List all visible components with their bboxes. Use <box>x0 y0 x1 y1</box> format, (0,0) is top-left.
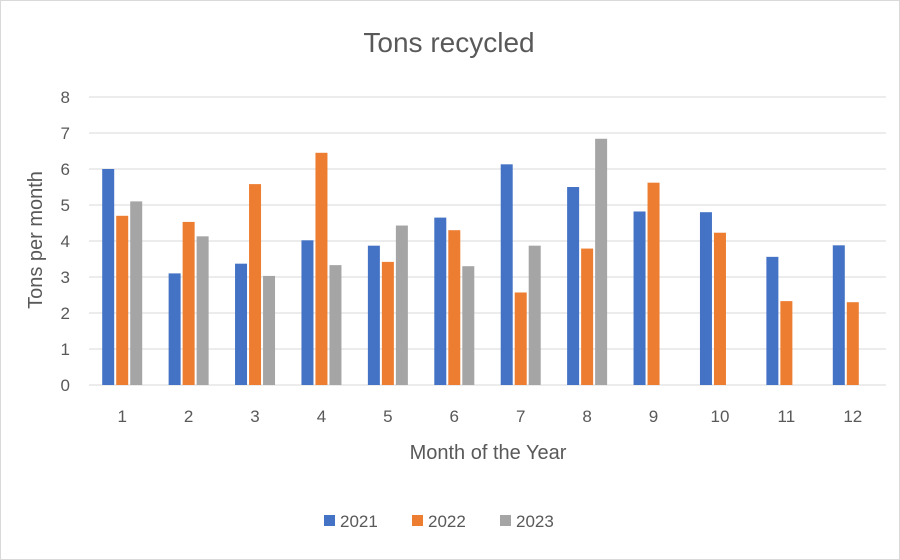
legend-swatch-2023 <box>500 515 511 526</box>
bar-2023-2 <box>196 236 209 385</box>
legend-label: 2021 <box>340 512 378 531</box>
x-tick-label: 3 <box>250 407 259 426</box>
bar-2022-8 <box>581 248 594 385</box>
bar-2021-7 <box>500 164 513 385</box>
bar-2022-10 <box>713 232 726 385</box>
y-axis-ticks: 0 1 2 3 4 5 6 7 8 <box>61 88 70 395</box>
legend-label: 2022 <box>428 512 466 531</box>
bar-2023-5 <box>395 225 408 385</box>
x-tick-label: 8 <box>582 407 591 426</box>
x-tick-label: 6 <box>450 407 459 426</box>
bar-2021-3 <box>235 263 248 385</box>
legend-label: 2023 <box>516 512 554 531</box>
bar-2022-9 <box>647 182 660 385</box>
bar-2021-4 <box>301 240 314 385</box>
x-tick-label: 7 <box>516 407 525 426</box>
bar-2023-1 <box>130 201 143 385</box>
bar-2022-2 <box>182 221 195 385</box>
y-tick-label: 4 <box>61 232 70 251</box>
y-tick-label: 3 <box>61 268 70 287</box>
bar-2022-11 <box>780 301 793 385</box>
bar-2021-1 <box>102 169 115 385</box>
bar-2022-12 <box>846 302 859 385</box>
y-tick-label: 0 <box>61 376 70 395</box>
legend-swatch-2022 <box>412 515 423 526</box>
bar-2023-7 <box>528 245 541 385</box>
bar-2021-12 <box>832 245 845 385</box>
x-tick-label: 1 <box>117 407 126 426</box>
x-tick-label: 5 <box>383 407 392 426</box>
bar-2022-7 <box>514 292 527 385</box>
y-tick-label: 7 <box>61 124 70 143</box>
bar-2021-10 <box>699 212 712 385</box>
x-tick-label: 2 <box>184 407 193 426</box>
x-tick-label: 4 <box>317 407 326 426</box>
y-tick-label: 1 <box>61 340 70 359</box>
y-tick-label: 6 <box>61 160 70 179</box>
x-tick-label: 11 <box>778 407 796 426</box>
bar-2021-5 <box>367 245 380 385</box>
bar-2021-11 <box>766 256 779 385</box>
y-tick-label: 2 <box>61 304 70 323</box>
bar-2021-2 <box>168 273 181 385</box>
bar-2023-4 <box>329 265 342 385</box>
legend: 2021 2022 2023 <box>324 512 554 531</box>
x-axis-title: Month of the Year <box>410 442 567 464</box>
bar-2021-8 <box>567 187 580 385</box>
bar-2022-3 <box>249 184 262 385</box>
x-tick-label: 10 <box>710 407 729 426</box>
bar-2022-4 <box>315 152 328 385</box>
x-axis-ticks: 1 2 3 4 5 6 7 8 9 10 11 12 <box>117 407 862 426</box>
legend-swatch-2021 <box>324 515 335 526</box>
y-tick-label: 5 <box>61 196 70 215</box>
bar-2023-6 <box>462 266 475 385</box>
bar-2021-6 <box>434 217 447 385</box>
bar-2023-8 <box>595 138 608 385</box>
bar-2021-9 <box>633 211 646 385</box>
y-tick-label: 8 <box>61 88 70 107</box>
bar-2022-1 <box>116 215 129 385</box>
x-tick-label: 12 <box>843 407 862 426</box>
bar-2023-3 <box>263 275 276 385</box>
bar-2022-6 <box>448 230 461 385</box>
y-axis-title: Tons per month <box>25 171 47 309</box>
x-tick-label: 9 <box>649 407 658 426</box>
gridlines <box>89 96 886 386</box>
bars <box>102 138 859 385</box>
bar-2022-5 <box>381 261 394 385</box>
chart-title: Tons recycled <box>363 27 534 58</box>
